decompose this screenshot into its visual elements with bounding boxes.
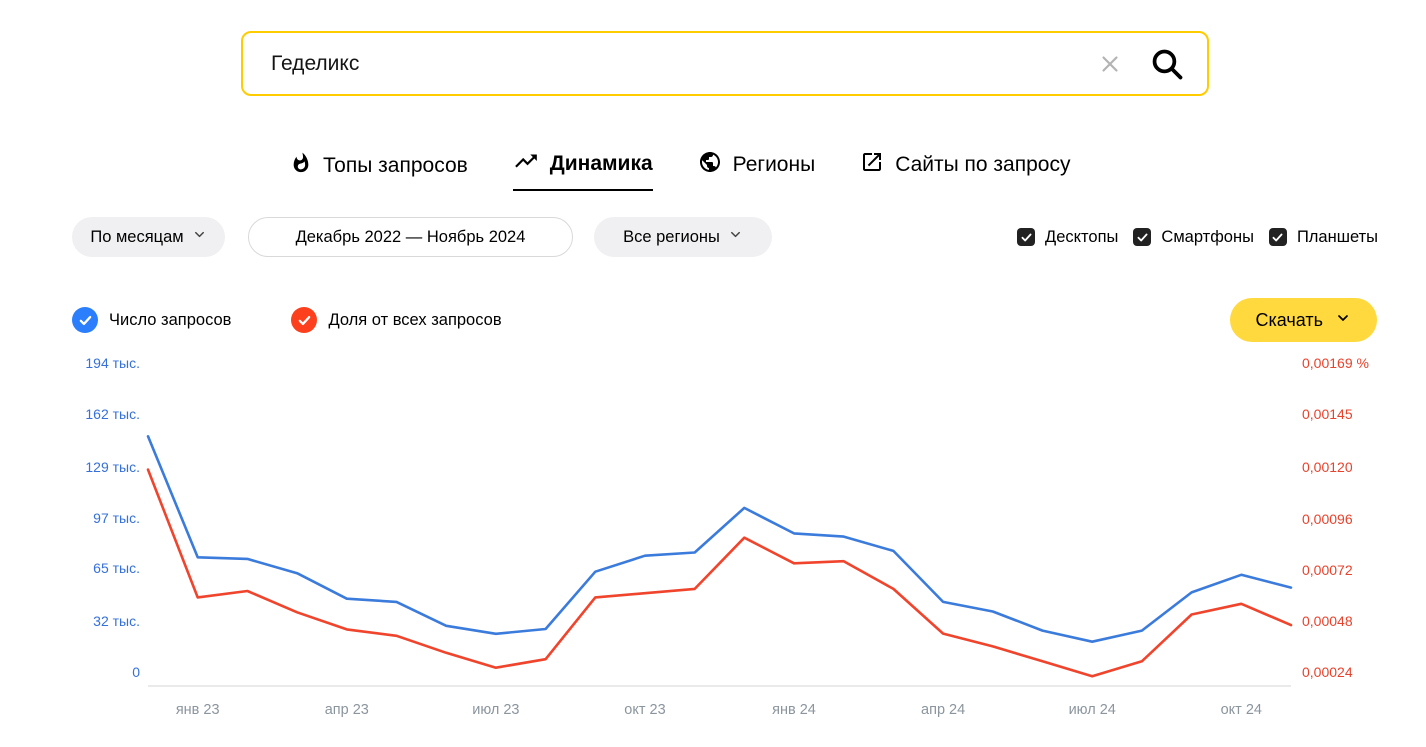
clear-icon[interactable] bbox=[1097, 51, 1123, 77]
flame-icon bbox=[290, 152, 312, 180]
download-button[interactable]: Скачать bbox=[1229, 298, 1377, 342]
checkbox-tablets[interactable]: Планшеты bbox=[1268, 227, 1378, 247]
checkbox-smartphones[interactable]: Смартфоны bbox=[1133, 228, 1254, 247]
legend-label: Число запросов bbox=[109, 310, 232, 329]
date-range-label: Декабрь 2022 — Ноябрь 2024 bbox=[295, 227, 526, 246]
chart-legend: Число запросов Доля от всех запросов bbox=[72, 303, 502, 337]
tab-regions[interactable]: Регионы bbox=[698, 150, 816, 191]
check-circle-icon bbox=[291, 307, 318, 333]
checkbox-checked-icon bbox=[1268, 228, 1287, 246]
checkbox-checked-icon bbox=[1017, 228, 1036, 246]
checkbox-desktops[interactable]: Десктопы bbox=[1017, 228, 1118, 247]
external-link-icon bbox=[860, 150, 884, 180]
dynamics-chart: 194 тыс. 162 тыс. 129 тыс. 97 тыс. 65 тыс. 32… bbox=[0, 350, 1426, 742]
region-select-label: Все регионы bbox=[623, 227, 720, 246]
tab-dynamics[interactable]: Динамика bbox=[512, 148, 653, 191]
device-filters: Десктопы Смартфоны Планшеты bbox=[1017, 219, 1378, 255]
checkbox-label: Смартфоны bbox=[1161, 227, 1254, 246]
date-range-select[interactable]: Декабрь 2022 — Ноябрь 2024 bbox=[248, 217, 573, 257]
checkbox-label: Десктопы bbox=[1045, 227, 1119, 246]
tab-label: Топы запросов bbox=[323, 154, 468, 177]
search-bar bbox=[241, 31, 1209, 96]
region-select[interactable]: Все регионы bbox=[594, 217, 772, 257]
search-input[interactable] bbox=[243, 33, 1097, 94]
tab-sites-by-query[interactable]: Сайты по запросу bbox=[860, 150, 1070, 191]
check-circle-icon bbox=[72, 307, 98, 333]
tab-label: Сайты по запросу bbox=[895, 153, 1071, 176]
checkbox-label: Планшеты bbox=[1296, 227, 1378, 246]
globe-icon bbox=[698, 150, 722, 180]
period-select-label: По месяцам bbox=[90, 227, 184, 246]
period-select[interactable]: По месяцам bbox=[72, 217, 225, 257]
trend-icon bbox=[513, 148, 539, 180]
share-line bbox=[146, 468, 1293, 678]
tab-top-queries[interactable]: Топы запросов bbox=[290, 152, 468, 191]
tab-label: Регионы bbox=[732, 153, 816, 176]
tabs: Топы запросов Динамика Регионы Сайты по … bbox=[290, 148, 1070, 191]
legend-queries-count[interactable]: Число запросов bbox=[72, 307, 231, 333]
download-button-label: Скачать bbox=[1255, 309, 1324, 330]
checkbox-checked-icon bbox=[1133, 228, 1152, 246]
tab-label: Динамика bbox=[549, 152, 653, 175]
search-icon[interactable] bbox=[1149, 46, 1185, 82]
chevron-down-icon bbox=[192, 227, 207, 247]
chevron-down-icon bbox=[1335, 310, 1351, 331]
legend-share[interactable]: Доля от всех запросов bbox=[291, 307, 502, 333]
chart-canvas bbox=[146, 435, 1293, 687]
queries-line bbox=[146, 435, 1293, 644]
legend-label: Доля от всех запросов bbox=[328, 310, 502, 329]
chevron-down-icon bbox=[728, 227, 743, 247]
